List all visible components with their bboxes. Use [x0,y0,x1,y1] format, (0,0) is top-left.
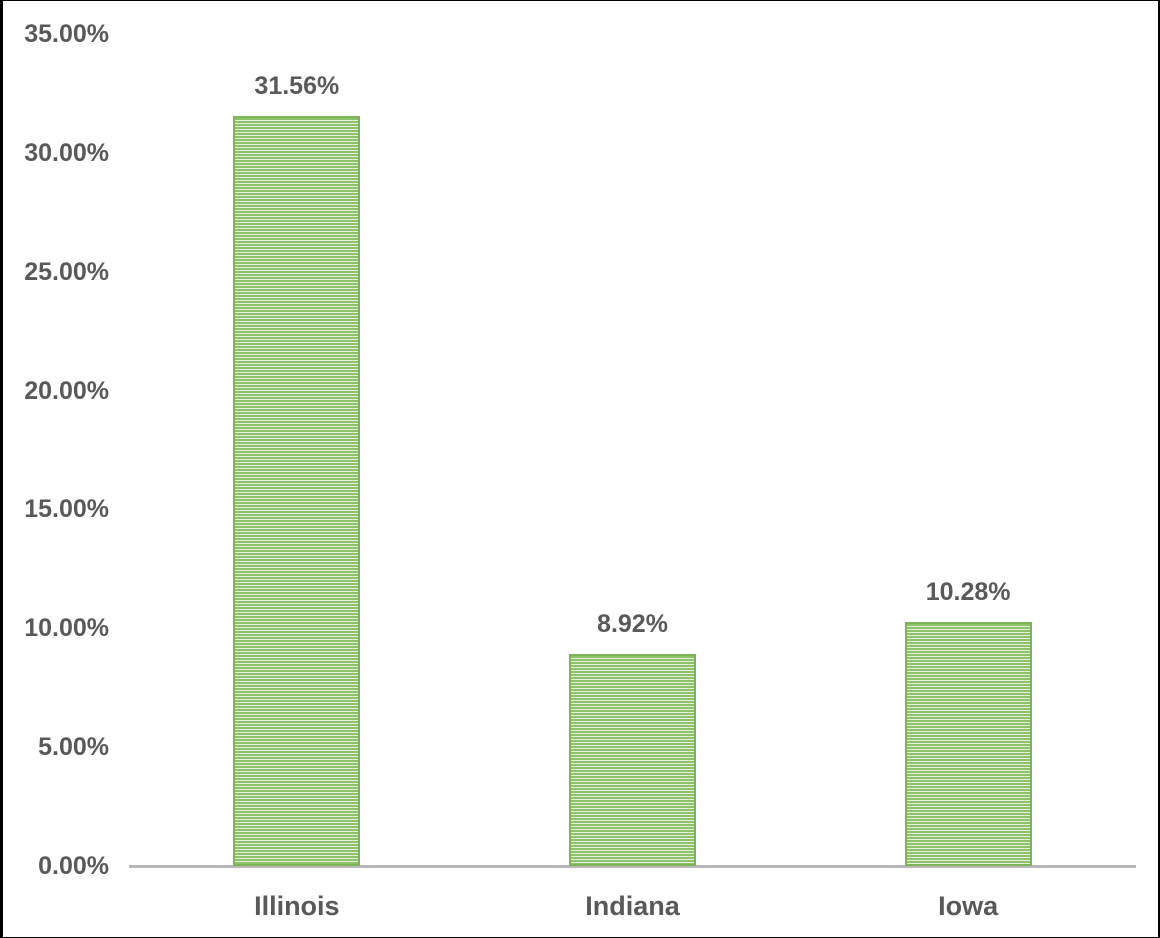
y-tick-label: 10.00% [24,614,109,643]
bar-indiana [569,653,696,866]
y-tick-label: 0.00% [38,852,109,880]
bar-group-illinois: 31.56% Illinois [233,34,361,921]
bar-illinois [233,115,361,866]
y-tick-label: 25.00% [24,257,109,286]
bar-value-label: 8.92% [597,609,668,638]
x-axis-line [129,865,1136,868]
bar-value-label: 31.56% [254,71,340,100]
y-tick-label: 20.00% [24,376,109,405]
y-tick-label: 35.00% [24,20,109,48]
y-tick-label: 15.00% [24,495,109,524]
plot-area: 31.56% Illinois 8.92% Indiana 10.28% Iow… [129,34,1136,921]
x-axis-category-label: Iowa [938,891,999,921]
bar-group-indiana: 8.92% Indiana [569,34,696,921]
bar-group-iowa: 10.28% Iowa [904,34,1032,921]
y-axis: 0.00% 5.00% 10.00% 15.00% 20.00% 25.00% 30.00%… [3,20,109,880]
y-tick-label: 5.00% [38,733,109,762]
x-axis-category-label: Indiana [585,891,680,921]
bar-iowa [904,621,1032,866]
y-tick-label: 30.00% [24,138,109,167]
bar-value-label: 10.28% [925,577,1011,606]
x-axis-category-label: Illinois [254,891,340,921]
